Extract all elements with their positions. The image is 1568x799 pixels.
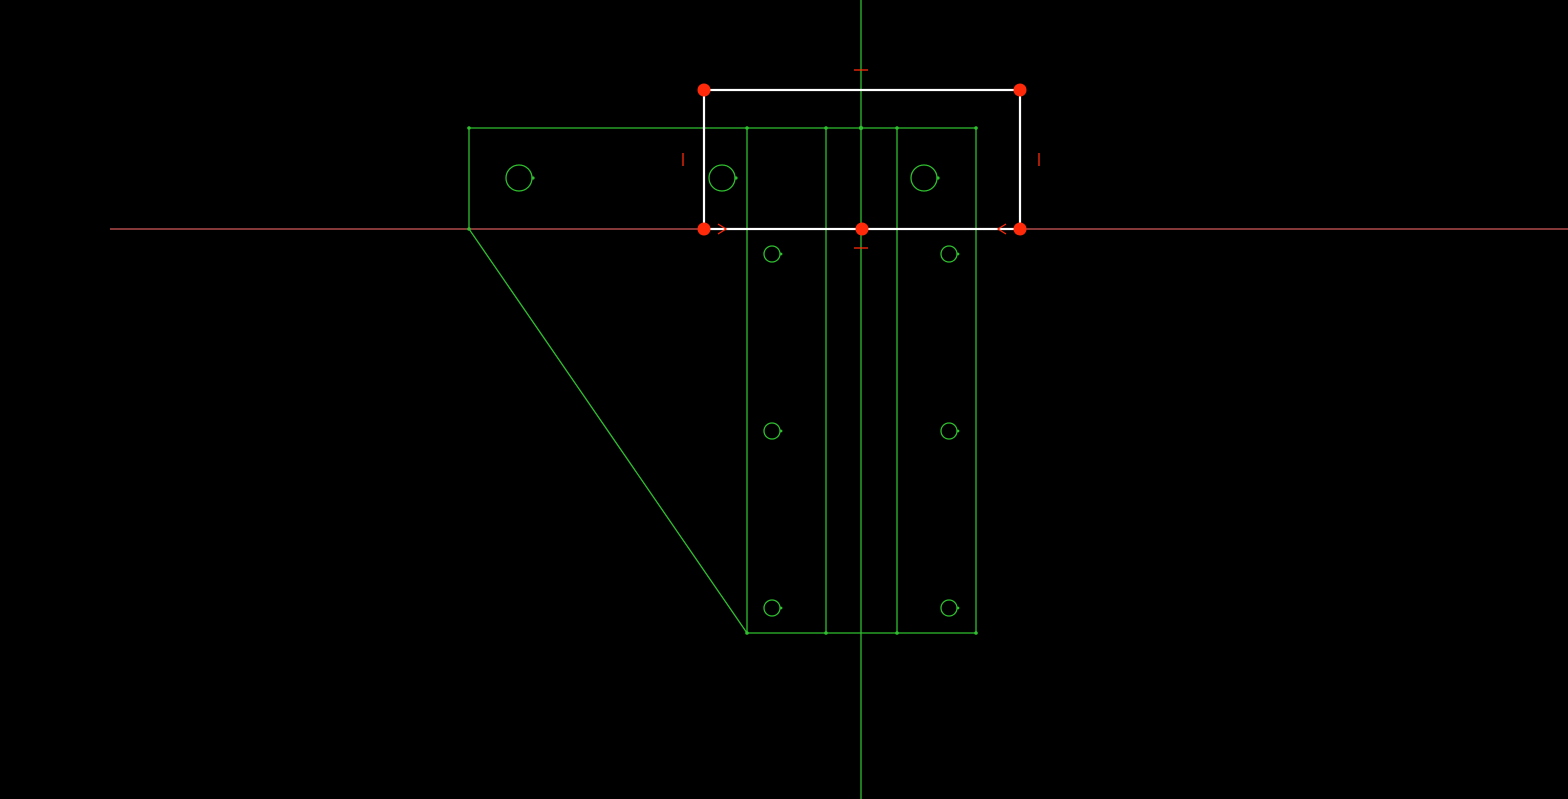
bolt-hole-center-mark <box>956 606 960 610</box>
bolt-hole-small[interactable] <box>763 245 781 263</box>
bolt-hole-center-mark <box>956 429 960 433</box>
grip-bottom-right[interactable] <box>1013 222 1027 236</box>
large-bolt-holes[interactable] <box>505 164 940 192</box>
vertex-node <box>824 126 828 130</box>
bolt-hole-center-mark <box>956 252 960 256</box>
small-bolt-holes[interactable] <box>763 245 960 617</box>
vertex-node <box>824 631 828 635</box>
bolt-hole-small[interactable] <box>940 599 958 617</box>
vertex-node <box>467 227 471 231</box>
bolt-hole-center-mark <box>779 429 783 433</box>
bolt-hole-small[interactable] <box>940 245 958 263</box>
bolt-hole-center-mark <box>779 606 783 610</box>
selected-rectangle-outline[interactable] <box>702 88 1022 231</box>
gusset-plate[interactable] <box>468 127 976 634</box>
vertex-node <box>745 126 749 130</box>
gusset-diagonal-edge[interactable] <box>468 228 748 634</box>
vertex-node <box>745 631 749 635</box>
column-plate[interactable] <box>746 128 977 634</box>
vertex-node <box>974 126 978 130</box>
bolt-hole-center-mark <box>936 176 940 180</box>
bolt-hole-small[interactable] <box>763 599 781 617</box>
bolt-hole-large[interactable] <box>708 164 736 192</box>
grip-bottom-left[interactable] <box>697 222 711 236</box>
grip-bottom-mid[interactable] <box>855 222 869 236</box>
grip-top-left[interactable] <box>697 83 711 97</box>
bolt-hole-large[interactable] <box>505 164 533 192</box>
vertex-nodes <box>467 125 978 635</box>
vertex-node <box>895 631 899 635</box>
vertex-node <box>858 125 864 131</box>
grip-top-right[interactable] <box>1013 83 1027 97</box>
vertex-node <box>895 126 899 130</box>
stretch-arrow-left-icon <box>996 223 1007 235</box>
vertex-node <box>467 126 471 130</box>
stretch-arrow-right-icon <box>717 223 728 235</box>
bolt-hole-small[interactable] <box>940 422 958 440</box>
bolt-hole-large[interactable] <box>910 164 938 192</box>
vertex-node <box>974 631 978 635</box>
selected-rectangle[interactable] <box>682 69 1040 249</box>
bolt-hole-center-mark <box>779 252 783 256</box>
bolt-hole-center-mark <box>734 176 738 180</box>
bolt-hole-small[interactable] <box>763 422 781 440</box>
bolt-hole-center-mark <box>531 176 535 180</box>
